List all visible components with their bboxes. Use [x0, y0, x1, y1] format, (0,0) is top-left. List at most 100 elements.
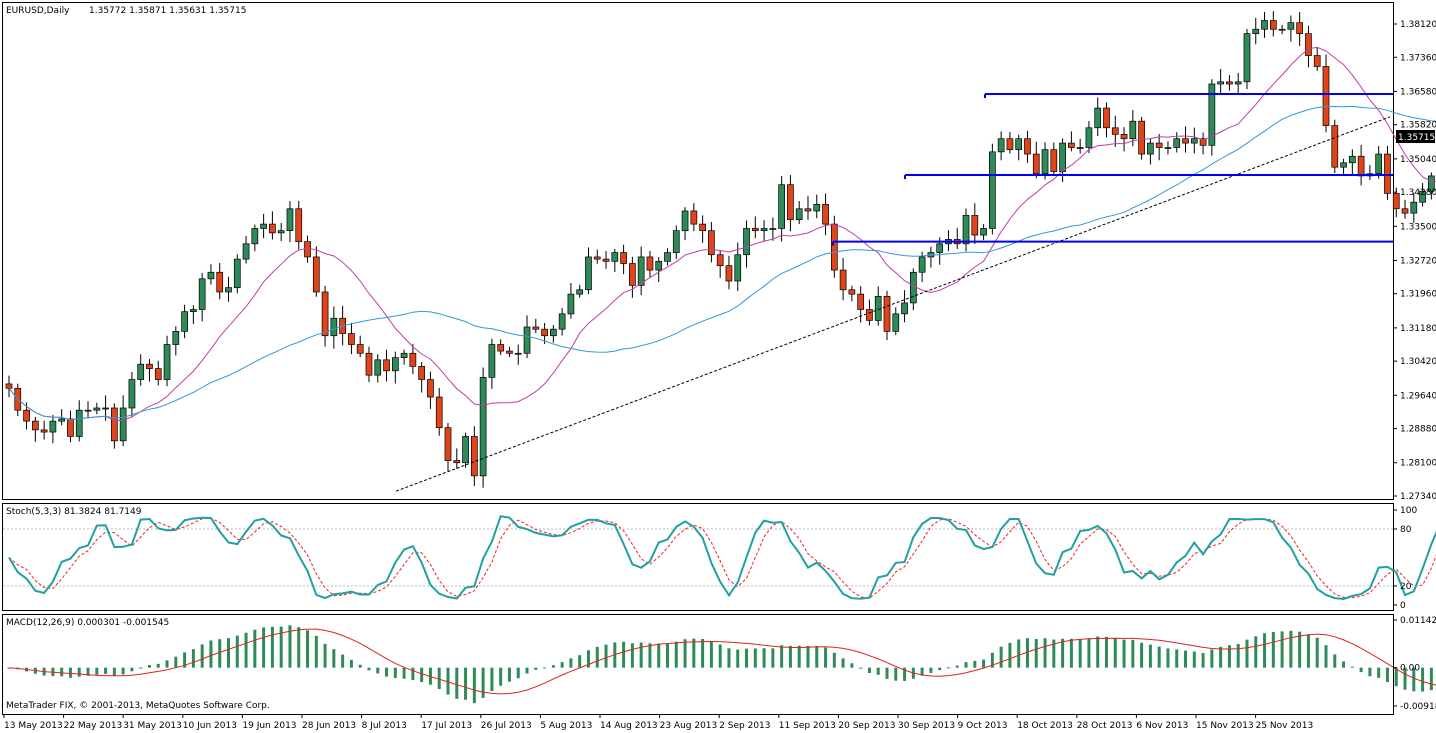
- candle-body: [1348, 155, 1356, 164]
- trendline: [395, 116, 1391, 492]
- candle-body: [734, 254, 742, 282]
- candle-body: [295, 208, 303, 242]
- candle-body: [602, 258, 610, 262]
- candle-body: [1428, 175, 1435, 192]
- candle-body: [137, 363, 145, 380]
- macd-histogram-bar: [183, 652, 187, 668]
- macd-histogram-bar: [1140, 642, 1144, 668]
- macd-histogram-bar: [200, 644, 204, 668]
- macd-histogram-bar: [964, 662, 968, 668]
- candle-body: [1068, 142, 1075, 148]
- macd-histogram-bar: [411, 667, 415, 681]
- macd-histogram-bar: [1289, 630, 1293, 668]
- candle-body: [576, 289, 584, 295]
- macd-histogram-bar: [209, 640, 213, 668]
- macd-histogram-bar: [1227, 645, 1231, 668]
- macd-histogram-bar: [832, 652, 836, 668]
- candle-body: [1296, 22, 1304, 34]
- macd-histogram-bar: [999, 646, 1003, 668]
- time-axis-label: 9 Oct 2013: [958, 721, 1008, 731]
- macd-histogram-bar: [1324, 645, 1328, 668]
- candle-body: [1226, 81, 1233, 85]
- candle-body: [1173, 138, 1181, 148]
- macd-histogram-bar: [622, 641, 626, 668]
- candle-body: [857, 293, 865, 310]
- candle-body: [980, 228, 987, 236]
- macd-histogram-bar: [68, 667, 72, 678]
- macd-histogram-bar: [1342, 661, 1346, 668]
- macd-histogram-bar: [1087, 638, 1091, 668]
- candle-body: [242, 243, 250, 260]
- candle-body: [664, 252, 671, 262]
- macd-histogram-bar: [815, 645, 819, 668]
- macd-histogram-bar: [1280, 631, 1284, 668]
- candle-body: [1243, 33, 1251, 83]
- macd-histogram-bar: [1008, 642, 1012, 668]
- macd-histogram-bar: [393, 667, 397, 679]
- candle-body: [883, 295, 891, 332]
- time-axis-label: 11 Sep 2013: [779, 721, 836, 731]
- macd-histogram-bar: [77, 667, 81, 677]
- candle-body: [418, 366, 426, 380]
- candle-body: [1182, 138, 1189, 144]
- macd-histogram-bar: [1192, 651, 1196, 668]
- macd-histogram-bar: [1385, 667, 1389, 682]
- candle-body: [506, 350, 513, 354]
- macd-histogram-bar: [420, 667, 424, 683]
- candle-body: [427, 379, 434, 398]
- price-series-layer: [5, 11, 1436, 492]
- macd-histogram-bar: [358, 664, 362, 668]
- macd-histogram-bar: [1034, 639, 1038, 668]
- price-axis-label: 1.28880: [1400, 425, 1436, 435]
- candle-body: [102, 407, 109, 410]
- candle-body: [541, 328, 548, 337]
- candle-body: [154, 368, 162, 380]
- time-axis-label: 20 Sep 2013: [838, 721, 895, 731]
- macd-histogram-bar: [666, 643, 669, 668]
- price-axis-label: 1.31180: [1400, 324, 1436, 334]
- candle-body: [971, 214, 979, 236]
- macd-histogram-bar: [174, 656, 178, 668]
- macd-histogram-bar: [323, 643, 327, 668]
- macd-histogram-bar: [1166, 648, 1170, 668]
- candle-body: [822, 204, 829, 225]
- current-price-tag: [1396, 130, 1435, 143]
- stochastic-axis-label: 20: [1400, 582, 1412, 592]
- price-axis-label: 1.27340: [1400, 492, 1436, 502]
- time-axis-label: 22 May 2013: [64, 721, 123, 731]
- macd-histogram-bar: [674, 641, 678, 668]
- candle-body: [637, 256, 645, 286]
- candle-body: [488, 344, 496, 378]
- candle-body: [1138, 120, 1145, 155]
- stochastic-axis-label: 100: [1400, 506, 1417, 516]
- candle-body: [1357, 155, 1365, 177]
- macd-histogram-bar: [156, 663, 160, 668]
- candle-body: [1085, 127, 1093, 148]
- macd-histogram-bar: [788, 645, 792, 668]
- candle-body: [778, 184, 785, 229]
- candle-body: [1050, 149, 1058, 172]
- candle-body: [462, 436, 469, 464]
- macd-histogram-bar: [481, 667, 485, 698]
- current-price-tag-text: 1.35715: [1398, 133, 1435, 143]
- macd-histogram-bar: [297, 627, 301, 668]
- stochastic-axis-label: 0: [1400, 601, 1406, 611]
- macd-histogram-bar: [253, 629, 257, 668]
- axis-labels-layer: 1.38120 1.37360 1.36580 1.35820 1.35040 1.342…: [3, 20, 1436, 731]
- macd-signal-line: [8, 628, 1436, 695]
- candle-body: [585, 256, 592, 291]
- macd-histogram-bar: [648, 643, 652, 668]
- macd-histogram-bar: [1052, 639, 1056, 668]
- macd-histogram-bar: [1078, 639, 1082, 668]
- macd-histogram-bar: [490, 667, 494, 691]
- macd-axis-label: 0.00: [1400, 664, 1420, 674]
- macd-histogram-bar: [955, 665, 959, 668]
- candle-body: [997, 138, 1005, 153]
- macd-histogram-bar: [130, 667, 134, 672]
- candle-body: [1120, 133, 1128, 140]
- candle-body: [629, 263, 636, 286]
- macd-histogram-bar: [244, 632, 248, 668]
- macd-histogram-bar: [771, 648, 775, 668]
- macd-histogram-bar: [1236, 644, 1240, 668]
